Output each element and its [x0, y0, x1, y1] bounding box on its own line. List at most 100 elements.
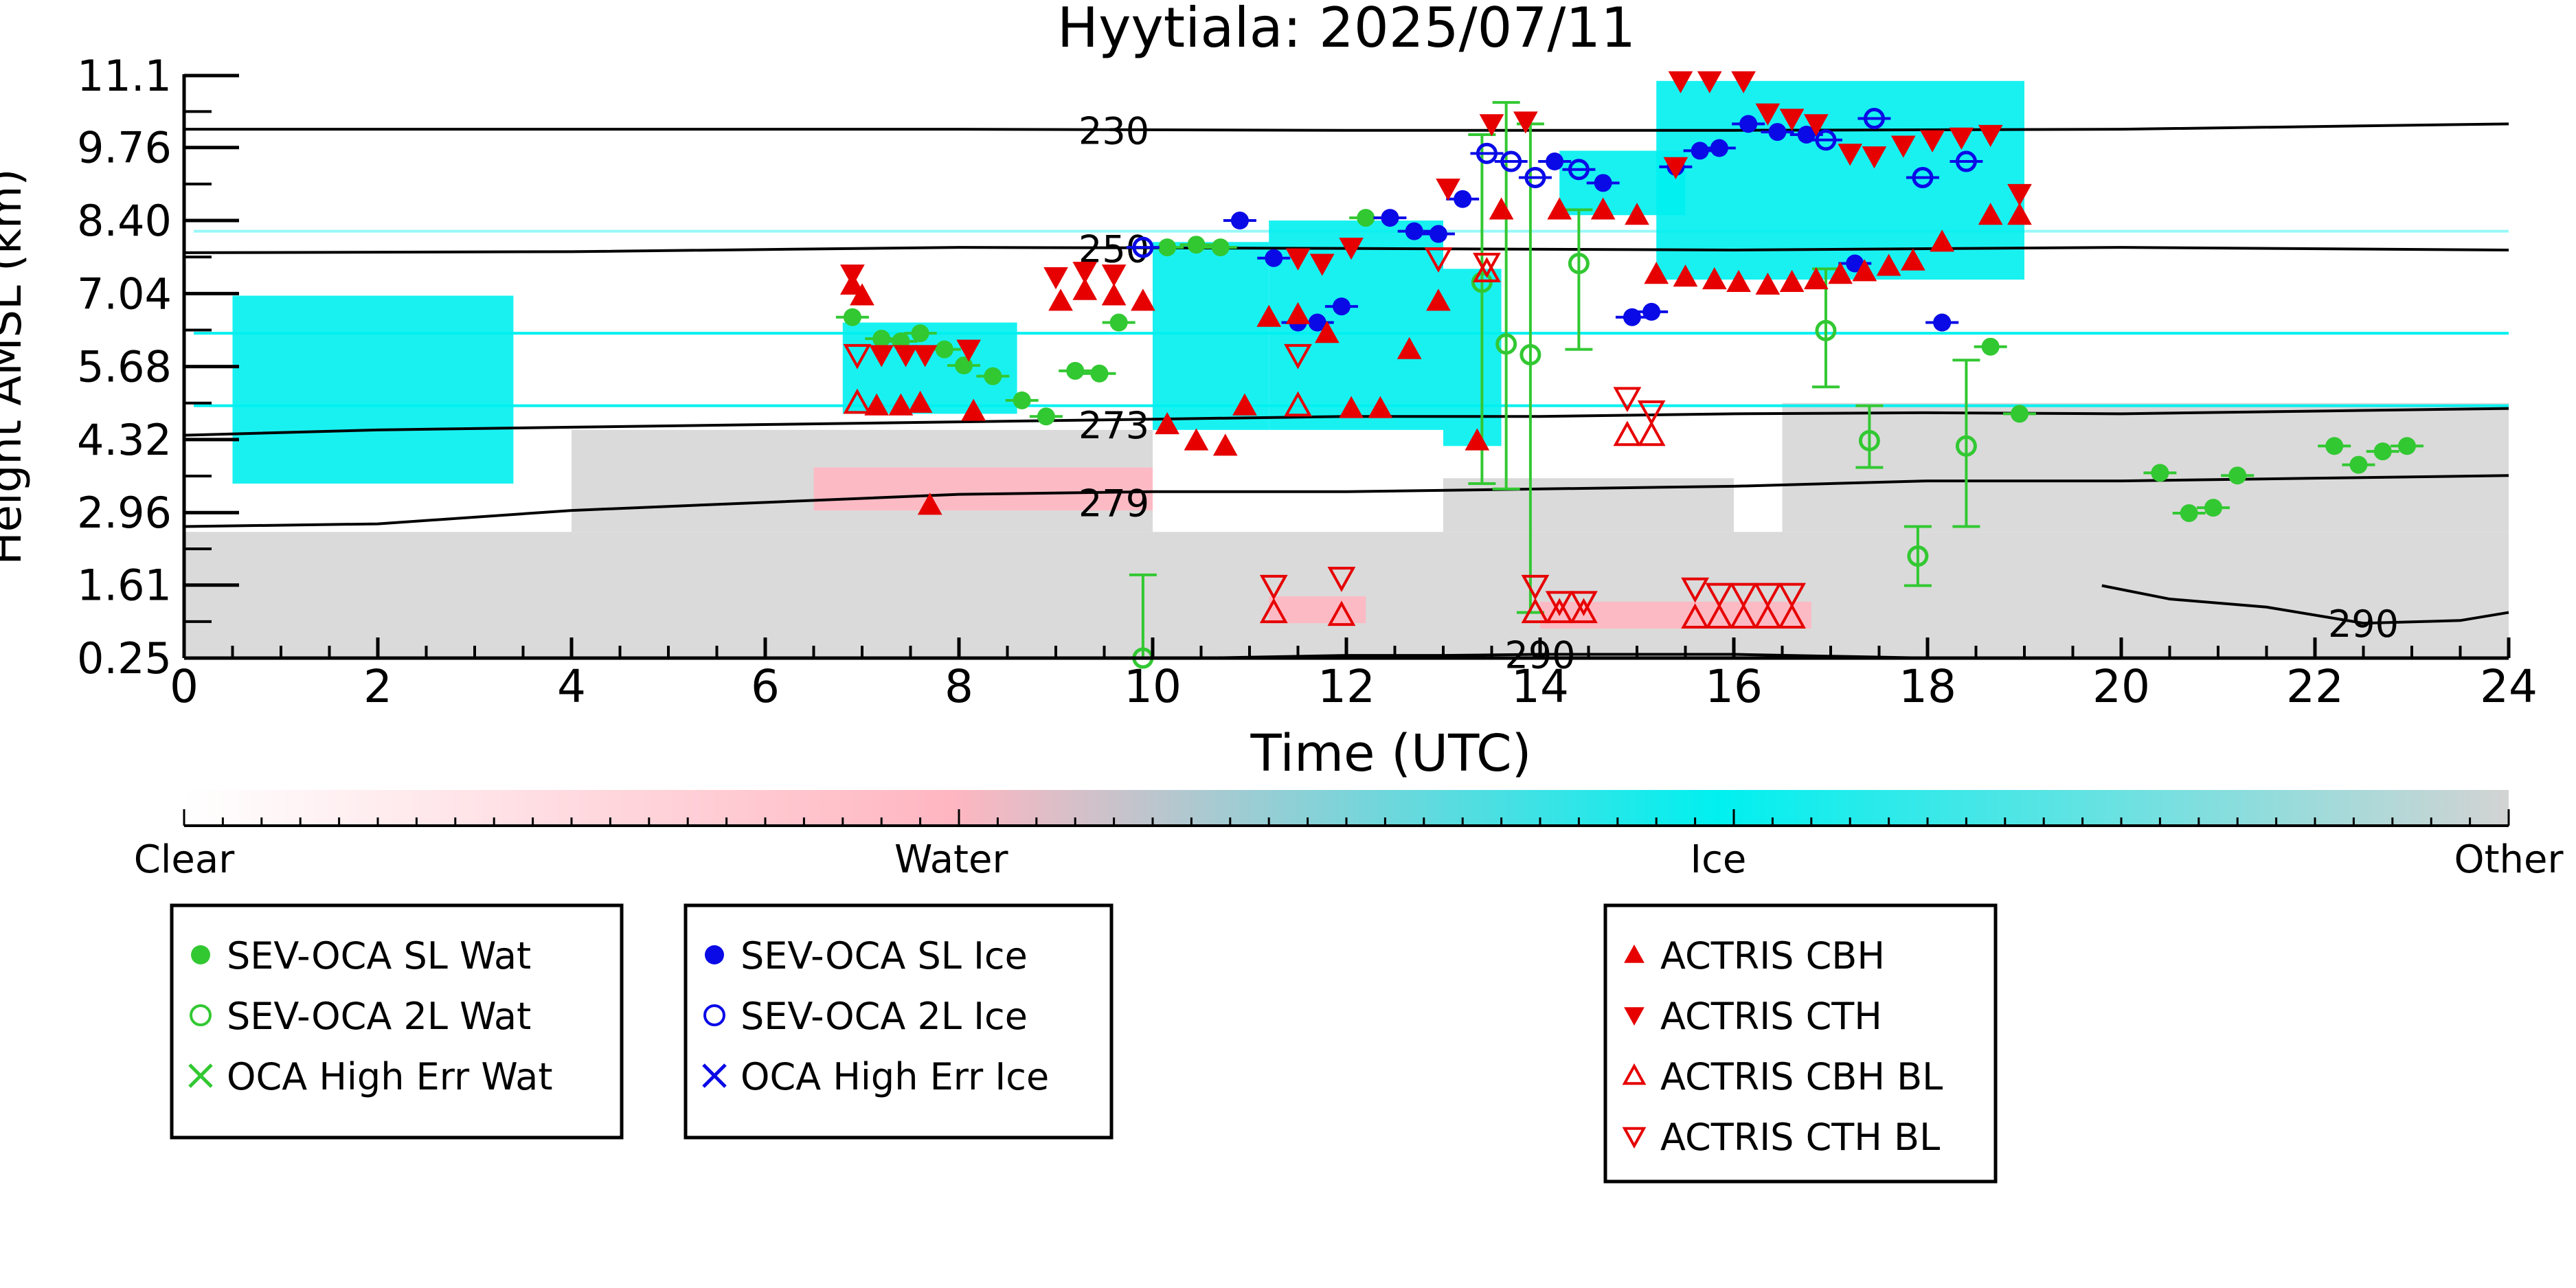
- marker-filled-circle: [2180, 504, 2198, 522]
- legend-label: OCA High Err Ice: [741, 1055, 1049, 1098]
- x-tick-label: 8: [945, 660, 973, 713]
- marker-open-triangle-up: [1570, 598, 1598, 624]
- marker-filled-circle: [872, 329, 891, 348]
- series-sev-oca-sl-ice: [1223, 115, 1959, 332]
- marker-filled-triangle-up: [1852, 259, 1877, 282]
- marker-filled-circle: [1109, 313, 1128, 332]
- marker-filled-circle: [2325, 437, 2344, 455]
- legend-marker: [1622, 1063, 1647, 1085]
- marker-filled-triangle-down: [1101, 264, 1127, 287]
- marker-open-triangle-down: [1545, 591, 1574, 617]
- legends: SEV-OCA SL Wat SEV-OCA 2L Wat OCA High Err…: [170, 903, 1998, 1184]
- marker-filled-triangle-up: [1101, 283, 1127, 306]
- x-tick-label: 18: [1899, 660, 1956, 713]
- marker-filled-triangle-up: [1547, 197, 1572, 220]
- legend-marker: [1622, 1127, 1647, 1149]
- marker-open-triangle-down: [1637, 400, 1666, 426]
- legend-marker: [705, 945, 724, 964]
- marker-filled-circle: [1429, 225, 1447, 243]
- marker-open-triangle-down: [1681, 577, 1709, 603]
- marker-filled-triangle-up: [1426, 289, 1451, 311]
- marker-open-triangle-up: [1259, 598, 1288, 624]
- legend-label: ACTRIS CBH: [1660, 934, 1885, 978]
- marker-open-circle: [1955, 150, 1977, 172]
- marker-open-circle: [1495, 333, 1517, 355]
- legend-label: SEV-OCA 2L Ice: [741, 995, 1028, 1038]
- x-axis-label: Time (UTC): [1250, 724, 1531, 783]
- contour-label: 230: [1078, 110, 1149, 153]
- marker-filled-circle: [843, 308, 861, 326]
- marker-filled-circle: [2397, 437, 2416, 455]
- marker-filled-circle: [2010, 405, 2029, 423]
- marker-filled-triangle-down: [1309, 253, 1335, 276]
- marker-open-circle: [1907, 545, 1929, 567]
- marker-open-triangle-up: [1473, 257, 1501, 282]
- y-tick-label: 9.76: [77, 123, 172, 173]
- marker-filled-triangle-up: [1314, 321, 1340, 343]
- marker-open-circle: [1912, 166, 1934, 188]
- marker-open-circle: [1132, 236, 1154, 258]
- marker-open-circle: [1476, 142, 1498, 164]
- marker-filled-triangle-up: [1465, 428, 1490, 451]
- y-tick-label: 1.61: [77, 561, 172, 611]
- marker-filled-circle: [1846, 254, 1864, 273]
- marker-filled-triangle-down: [1890, 135, 1916, 158]
- legend-label: SEV-OCA SL Wat: [227, 934, 531, 978]
- legend-marker: [1624, 1007, 1645, 1026]
- marker-filled-triangle-up: [1644, 262, 1669, 284]
- marker-filled-triangle-up: [1702, 267, 1727, 290]
- marker-filled-circle: [1187, 236, 1206, 254]
- marker-filled-circle: [1381, 209, 1399, 227]
- marker-open-circle: [1863, 108, 1885, 130]
- marker-open-triangle-down: [1729, 583, 1758, 609]
- marker-filled-triangle-down: [1978, 124, 2003, 148]
- marker-filled-triangle-up: [1901, 248, 1925, 271]
- marker-open-triangle-down: [1327, 567, 1356, 592]
- y-tick-label: 0.25: [77, 633, 172, 683]
- marker-filled-triangle-up: [1755, 272, 1781, 295]
- marker-filled-circle: [1230, 212, 1249, 230]
- legend-label: ACTRIS CBH BL: [1660, 1055, 1943, 1098]
- marker-filled-circle: [2349, 455, 2368, 474]
- marker-open-triangle-up: [1681, 603, 1709, 629]
- marker-open-triangle-down: [1705, 583, 1734, 609]
- x-tick-label: 24: [2480, 660, 2538, 713]
- marker-filled-triangle-up: [1876, 253, 1901, 276]
- marker-filled-triangle-up: [1590, 197, 1616, 220]
- colorbar-label: Water: [894, 837, 1009, 882]
- legend-marker: [190, 1004, 212, 1026]
- marker-filled-triangle-down: [1513, 111, 1538, 134]
- marker-filled-triangle-down: [1838, 144, 1863, 166]
- legend-cross-marker: [702, 1063, 727, 1088]
- marker-filled-triangle-up: [961, 398, 986, 421]
- marker-filled-circle: [1013, 391, 1031, 409]
- marker-filled-triangle-up: [1212, 433, 1238, 456]
- marker-filled-circle: [1642, 302, 1661, 321]
- chart-title: Hyytiala: 2025/07/11: [1057, 0, 1636, 60]
- legend-label: ACTRIS CTH: [1660, 995, 1882, 1038]
- legend-box-3: ACTRIS CBH ACTRIS CTH ACTRIS CBH BL ACTRIS …: [1603, 903, 1998, 1184]
- marker-open-circle: [1815, 129, 1837, 151]
- marker-filled-circle: [1710, 139, 1728, 157]
- series-actris-cbh-bl: [843, 257, 1806, 629]
- marker-filled-triangle-down: [956, 339, 981, 362]
- x-tick-label: 12: [1318, 660, 1375, 713]
- x-tick-label: 20: [2092, 660, 2150, 713]
- contour-label: 273: [1078, 404, 1149, 447]
- marker-filled-triangle-down: [869, 345, 894, 368]
- marker-open-triangle-up: [1545, 598, 1574, 624]
- marker-filled-triangle-down: [1920, 130, 1945, 152]
- x-tick-label: 14: [1511, 660, 1569, 713]
- legend-marker: [703, 1004, 725, 1026]
- marker-open-triangle-down: [1473, 252, 1501, 278]
- legend-frame: [1603, 903, 1998, 1184]
- chart-axes: 0 2 4 6 8 10 12 14 16 18 20 22 240.251.612.964.325.6…: [77, 51, 2538, 713]
- marker-filled-triangle-up: [1726, 269, 1751, 293]
- contour-label: 279: [1078, 482, 1149, 525]
- marker-open-triangle-down: [1424, 247, 1453, 273]
- marker-filled-circle: [1546, 152, 1564, 171]
- marker-open-triangle-up: [1637, 420, 1666, 447]
- marker-filled-triangle-up: [1285, 302, 1311, 324]
- colorbar: Clear Water Ice Other: [134, 790, 2564, 882]
